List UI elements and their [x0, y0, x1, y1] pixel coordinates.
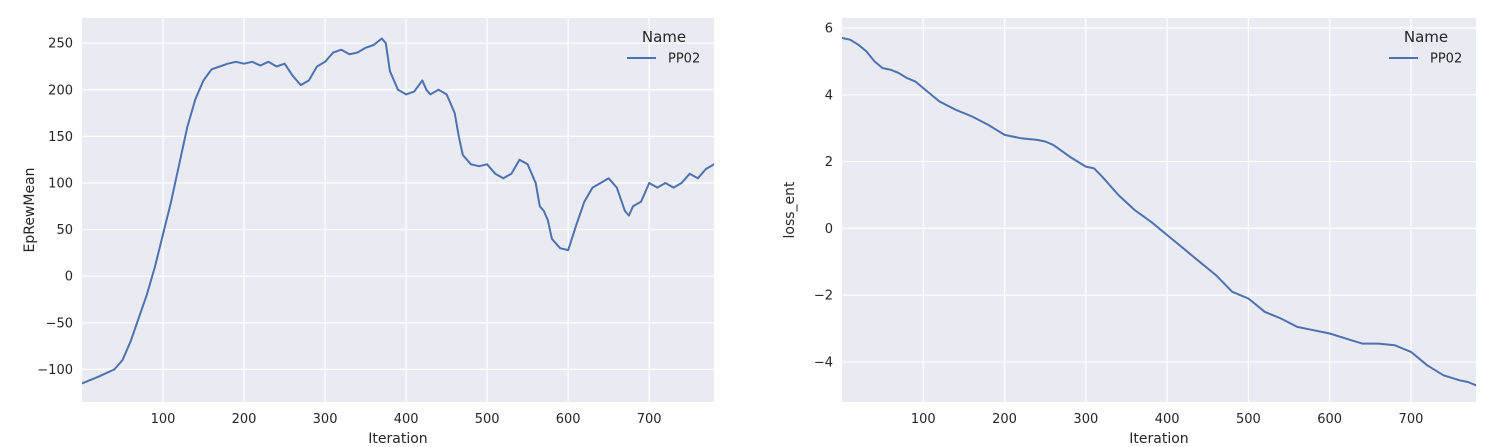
- y-tick-label: 6: [825, 22, 833, 37]
- x-tick-label: 100: [911, 412, 936, 427]
- x-tick-label: 400: [1155, 412, 1180, 427]
- legend-title: Name: [642, 28, 686, 46]
- x-tick-label: 600: [556, 412, 581, 427]
- y-tick-label: 4: [825, 88, 833, 103]
- plot-area: [842, 18, 1476, 402]
- x-tick-label: 400: [394, 412, 419, 427]
- y-tick-label: 0: [65, 270, 73, 285]
- y-tick-label: −2: [814, 289, 833, 304]
- x-tick-label: 300: [313, 412, 338, 427]
- x-axis-label: Iteration: [1129, 431, 1188, 447]
- chart-loss-ent: 100 200 300 400 500 600 700 −4 −2 0 2 4 6 Iteration lo…: [782, 18, 1476, 447]
- x-tick-label: 500: [475, 412, 500, 427]
- y-tick-label: 0: [825, 222, 833, 237]
- y-tick-label: 200: [48, 83, 73, 98]
- legend-entry-label: PP02: [668, 52, 700, 67]
- x-axis-label: Iteration: [368, 431, 427, 447]
- y-tick-label: −50: [46, 316, 73, 331]
- x-tick-label: 700: [637, 412, 662, 427]
- series-line-pp02: [82, 37, 714, 385]
- y-axis-label: loss_ent: [782, 181, 798, 239]
- y-tick-label: −100: [37, 363, 73, 378]
- series-line-pp02: [842, 37, 1476, 387]
- x-tick-label: 100: [151, 412, 176, 427]
- legend-title: Name: [1404, 28, 1448, 46]
- y-tick-label: 50: [56, 223, 73, 238]
- plot-area: [82, 18, 714, 402]
- y-tick-label: 2: [825, 155, 833, 170]
- x-tick-label: 300: [1073, 412, 1098, 427]
- x-tick-label: 600: [1317, 412, 1342, 427]
- x-tick-label: 700: [1399, 412, 1424, 427]
- y-tick-label: 100: [48, 176, 73, 191]
- x-tick-label: 500: [1236, 412, 1261, 427]
- y-tick-label: 150: [48, 130, 73, 145]
- y-tick-label: 250: [48, 37, 73, 52]
- x-tick-label: 200: [992, 412, 1017, 427]
- x-tick-label: 200: [232, 412, 257, 427]
- legend-entry-label: PP02: [1430, 52, 1462, 67]
- y-tick-label: −4: [814, 355, 833, 370]
- y-axis-label: EpRewMean: [22, 167, 38, 252]
- chart-ep-rew-mean: 100 200 300 400 500 600 700 −100 −50 0 50 100 150 200…: [22, 18, 714, 447]
